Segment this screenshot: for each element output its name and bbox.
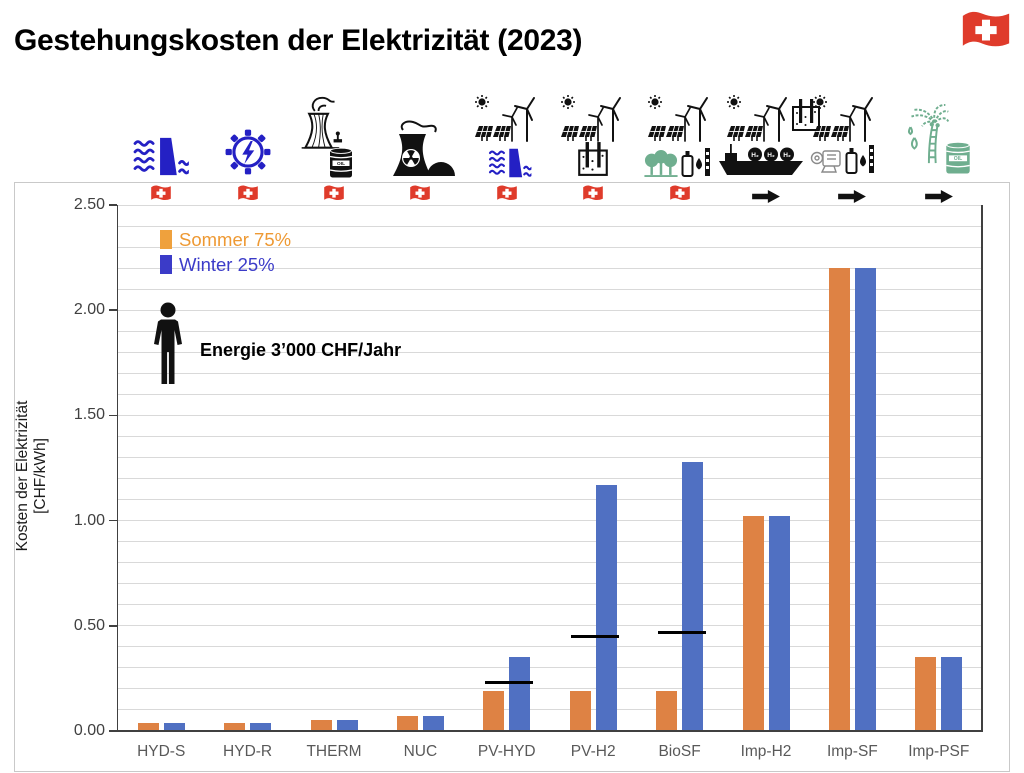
gridline bbox=[118, 604, 982, 606]
y-tick-label: 1.50 bbox=[73, 406, 105, 424]
category-label-NUC: NUC bbox=[403, 743, 438, 760]
gridline bbox=[118, 288, 982, 290]
gridline bbox=[118, 456, 982, 458]
legend-item-sommer: Sommer 75% bbox=[160, 227, 291, 252]
legend-label-winter: Winter 25% bbox=[179, 253, 275, 275]
plot-right-border bbox=[981, 205, 983, 732]
category-label-HYD-R: HYD-R bbox=[223, 743, 273, 760]
bar-winter-NUC bbox=[422, 716, 444, 731]
bar-sommer-THERM bbox=[310, 720, 332, 731]
y-axis-tick bbox=[109, 414, 117, 417]
swiss-flag-icon bbox=[669, 184, 691, 204]
gridline bbox=[118, 330, 982, 332]
category-label-HYD-S: HYD-S bbox=[137, 743, 186, 760]
swiss-flag-icon bbox=[237, 184, 259, 204]
bar-winter-PV-HYD bbox=[509, 657, 531, 731]
y-axis-tick bbox=[109, 625, 117, 627]
y-tick-label: 2.00 bbox=[73, 301, 105, 319]
category-label-THERM: THERM bbox=[306, 743, 362, 760]
swiss-flag-icon bbox=[409, 184, 431, 204]
category-label-Imp-SF: Imp-SF bbox=[826, 743, 878, 760]
gridline bbox=[118, 351, 982, 353]
import-arrow-icon bbox=[924, 190, 954, 203]
y-tick-label: 1.00 bbox=[73, 511, 105, 529]
category-label-Imp-PSF: Imp-PSF bbox=[908, 743, 970, 760]
gridline bbox=[118, 583, 982, 585]
y-tick-label: 0.00 bbox=[73, 722, 105, 739]
gridline bbox=[118, 709, 982, 711]
gridline bbox=[118, 204, 982, 206]
category-label-Imp-H2: Imp-H2 bbox=[740, 743, 792, 760]
bar-winter-Imp-H2 bbox=[768, 516, 790, 731]
chart-legend: Sommer 75% Winter 25% bbox=[160, 227, 291, 277]
swiss-flag-icon bbox=[582, 184, 604, 204]
bar-winter-HYD-S bbox=[163, 722, 185, 731]
bar-sommer-Imp-H2 bbox=[742, 516, 764, 731]
y-axis-line bbox=[116, 205, 118, 732]
legend-swatch-sommer bbox=[160, 230, 172, 249]
gridline bbox=[118, 667, 982, 669]
gridline bbox=[118, 520, 982, 522]
category-label-PV-H2: PV-H2 bbox=[570, 743, 616, 760]
annotation-text: Energie 3’000 CHF/Jahr bbox=[200, 340, 402, 360]
bar-winter-HYD-R bbox=[250, 722, 272, 731]
bar-sommer-PV-H2 bbox=[569, 691, 591, 731]
y-tick-label: 2.50 bbox=[73, 196, 105, 213]
bar-winter-PV-H2 bbox=[595, 484, 617, 731]
marker-line-PV-HYD bbox=[484, 681, 533, 685]
bar-sommer-NUC bbox=[396, 716, 418, 731]
gridline bbox=[118, 478, 982, 480]
gridline bbox=[118, 646, 982, 648]
gridline bbox=[118, 688, 982, 690]
x-axis-line bbox=[116, 730, 983, 732]
y-axis-tick bbox=[109, 519, 117, 522]
legend-swatch-winter bbox=[160, 255, 172, 274]
category-label-PV-HYD: PV-HYD bbox=[477, 743, 536, 760]
marker-line-PV-H2 bbox=[571, 634, 620, 638]
bar-sommer-Imp-PSF bbox=[915, 657, 937, 731]
bar-winter-BioSF bbox=[682, 461, 704, 731]
y-axis-tick bbox=[109, 730, 117, 732]
y-tick-label: 0.50 bbox=[73, 616, 105, 634]
legend-item-winter: Winter 25% bbox=[160, 252, 291, 277]
swiss-flag-icon bbox=[150, 184, 172, 204]
bar-sommer-HYD-S bbox=[137, 722, 159, 731]
gridline bbox=[118, 499, 982, 501]
marker-line-BioSF bbox=[657, 630, 706, 634]
bar-winter-THERM bbox=[336, 720, 358, 731]
swiss-flag-icon bbox=[496, 184, 518, 204]
bar-winter-Imp-SF bbox=[854, 268, 876, 731]
gridline bbox=[118, 246, 982, 248]
gridline bbox=[118, 309, 982, 311]
gridline bbox=[118, 393, 982, 395]
gridline bbox=[118, 435, 982, 437]
gridline bbox=[118, 562, 982, 564]
y-axis-tick bbox=[109, 309, 117, 311]
gridline bbox=[118, 414, 982, 416]
gridline bbox=[118, 225, 982, 227]
legend-label-sommer: Sommer 75% bbox=[179, 228, 292, 250]
bar-sommer-Imp-SF bbox=[828, 268, 850, 731]
category-label-BioSF: BioSF bbox=[658, 743, 701, 760]
bar-sommer-BioSF bbox=[656, 691, 678, 731]
bar-sommer-PV-HYD bbox=[483, 691, 505, 731]
gridline bbox=[118, 267, 982, 269]
page-title: Gestehungskosten der Elektrizität (2023) bbox=[14, 24, 583, 57]
bar-sommer-HYD-R bbox=[224, 722, 246, 731]
bar-winter-Imp-PSF bbox=[941, 657, 963, 731]
gridline bbox=[118, 625, 982, 627]
y-axis-tick bbox=[109, 204, 117, 206]
gridline bbox=[118, 541, 982, 543]
gridline bbox=[118, 372, 982, 374]
import-arrow-icon bbox=[751, 190, 781, 203]
swiss-flag-icon bbox=[323, 184, 345, 204]
import-arrow-icon bbox=[837, 190, 867, 203]
person-icon bbox=[148, 302, 188, 386]
